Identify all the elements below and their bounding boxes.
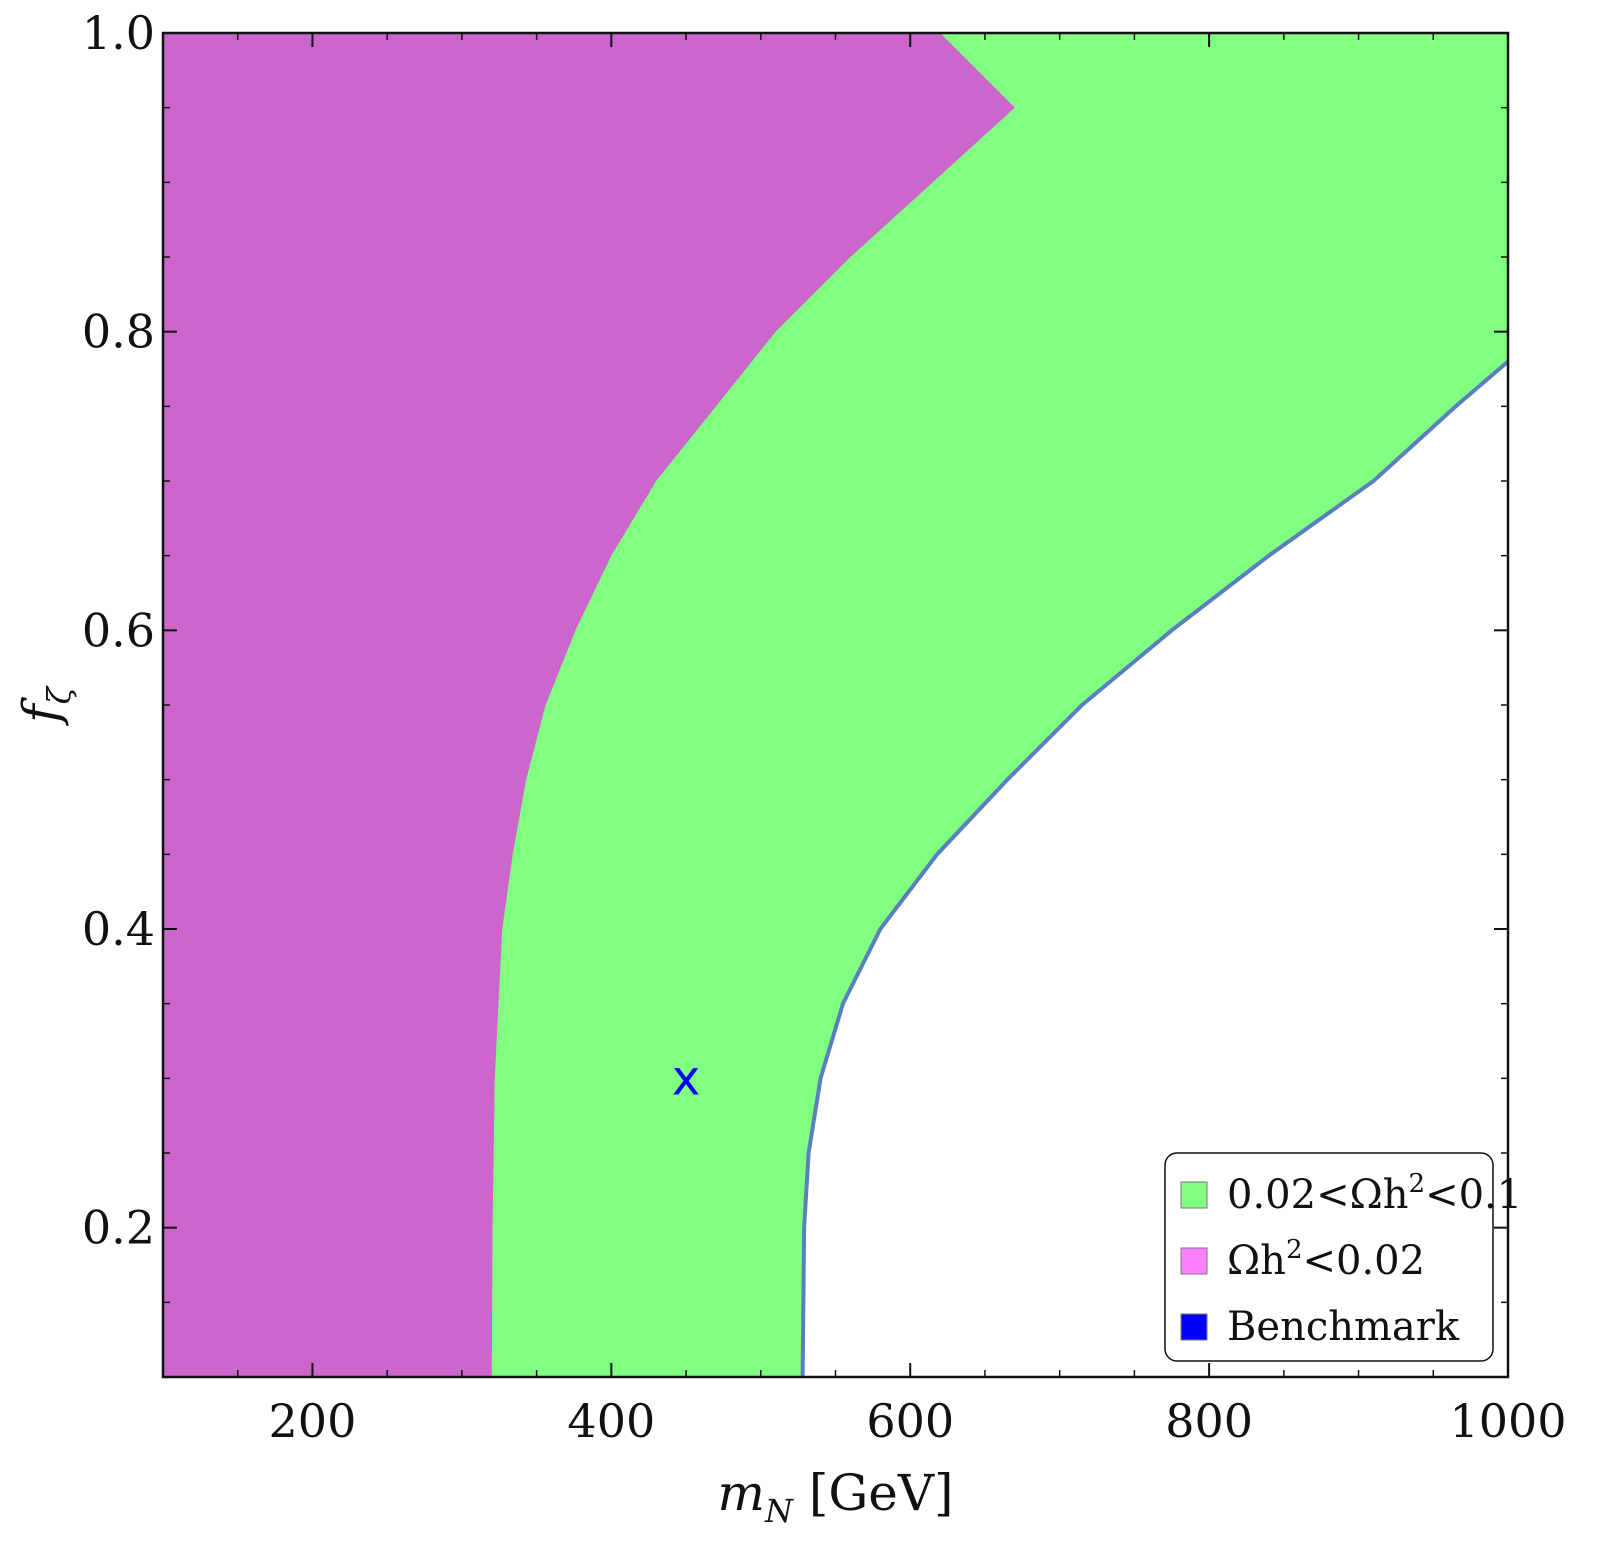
plot-points: x: [672, 1050, 700, 1106]
region-underabundant: [163, 33, 1015, 1377]
benchmark-marker: x: [672, 1050, 700, 1106]
tick-labels: 200 400 600 800 1000 0.2 0.4 0.6 0.8 1.0: [82, 6, 1567, 1448]
x-axis-label-sub: N: [764, 1492, 794, 1530]
legend: 0.02<Ωh2<0.1 Ωh2<0.02 Benchmark: [1164, 1152, 1522, 1362]
y-tick-label: 0.4: [82, 902, 155, 956]
legend-label: Benchmark: [1227, 1304, 1460, 1350]
legend-swatch: [1180, 1181, 1208, 1209]
plot-regions: [163, 33, 1510, 1378]
x-axis-label-unit: [GeV]: [793, 1464, 954, 1522]
legend-box: [1164, 1152, 1494, 1362]
x-tick-label: 400: [567, 1394, 655, 1448]
x-tick-label: 800: [1165, 1394, 1253, 1448]
legend-items: 0.02<Ωh2<0.1 Ωh2<0.02 Benchmark: [1180, 1169, 1522, 1350]
y-tick-label: 1.0: [82, 6, 155, 60]
y-tick-label: 0.6: [82, 603, 155, 657]
x-axis-label-main: m: [718, 1464, 765, 1522]
axis-ticks: [163, 32, 1509, 1377]
y-tick-label: 0.8: [82, 305, 155, 359]
x-tick-label: 200: [269, 1394, 357, 1448]
relic-boundary-line: [800, 360, 1510, 1378]
y-tick-label: 0.2: [82, 1201, 155, 1255]
x-tick-label: 1000: [1449, 1394, 1566, 1448]
x-tick-label: 600: [866, 1394, 954, 1448]
legend-swatch: [1180, 1313, 1208, 1341]
x-axis-label: mN [GeV]: [718, 1464, 954, 1530]
legend-swatch: [1180, 1247, 1208, 1275]
y-axis-label-sub: ζ: [40, 685, 78, 704]
legend-label: 0.02<Ωh2<0.1: [1227, 1169, 1522, 1218]
y-axis-label: fζ: [12, 685, 78, 727]
legend-label: Ωh2<0.02: [1227, 1235, 1425, 1284]
